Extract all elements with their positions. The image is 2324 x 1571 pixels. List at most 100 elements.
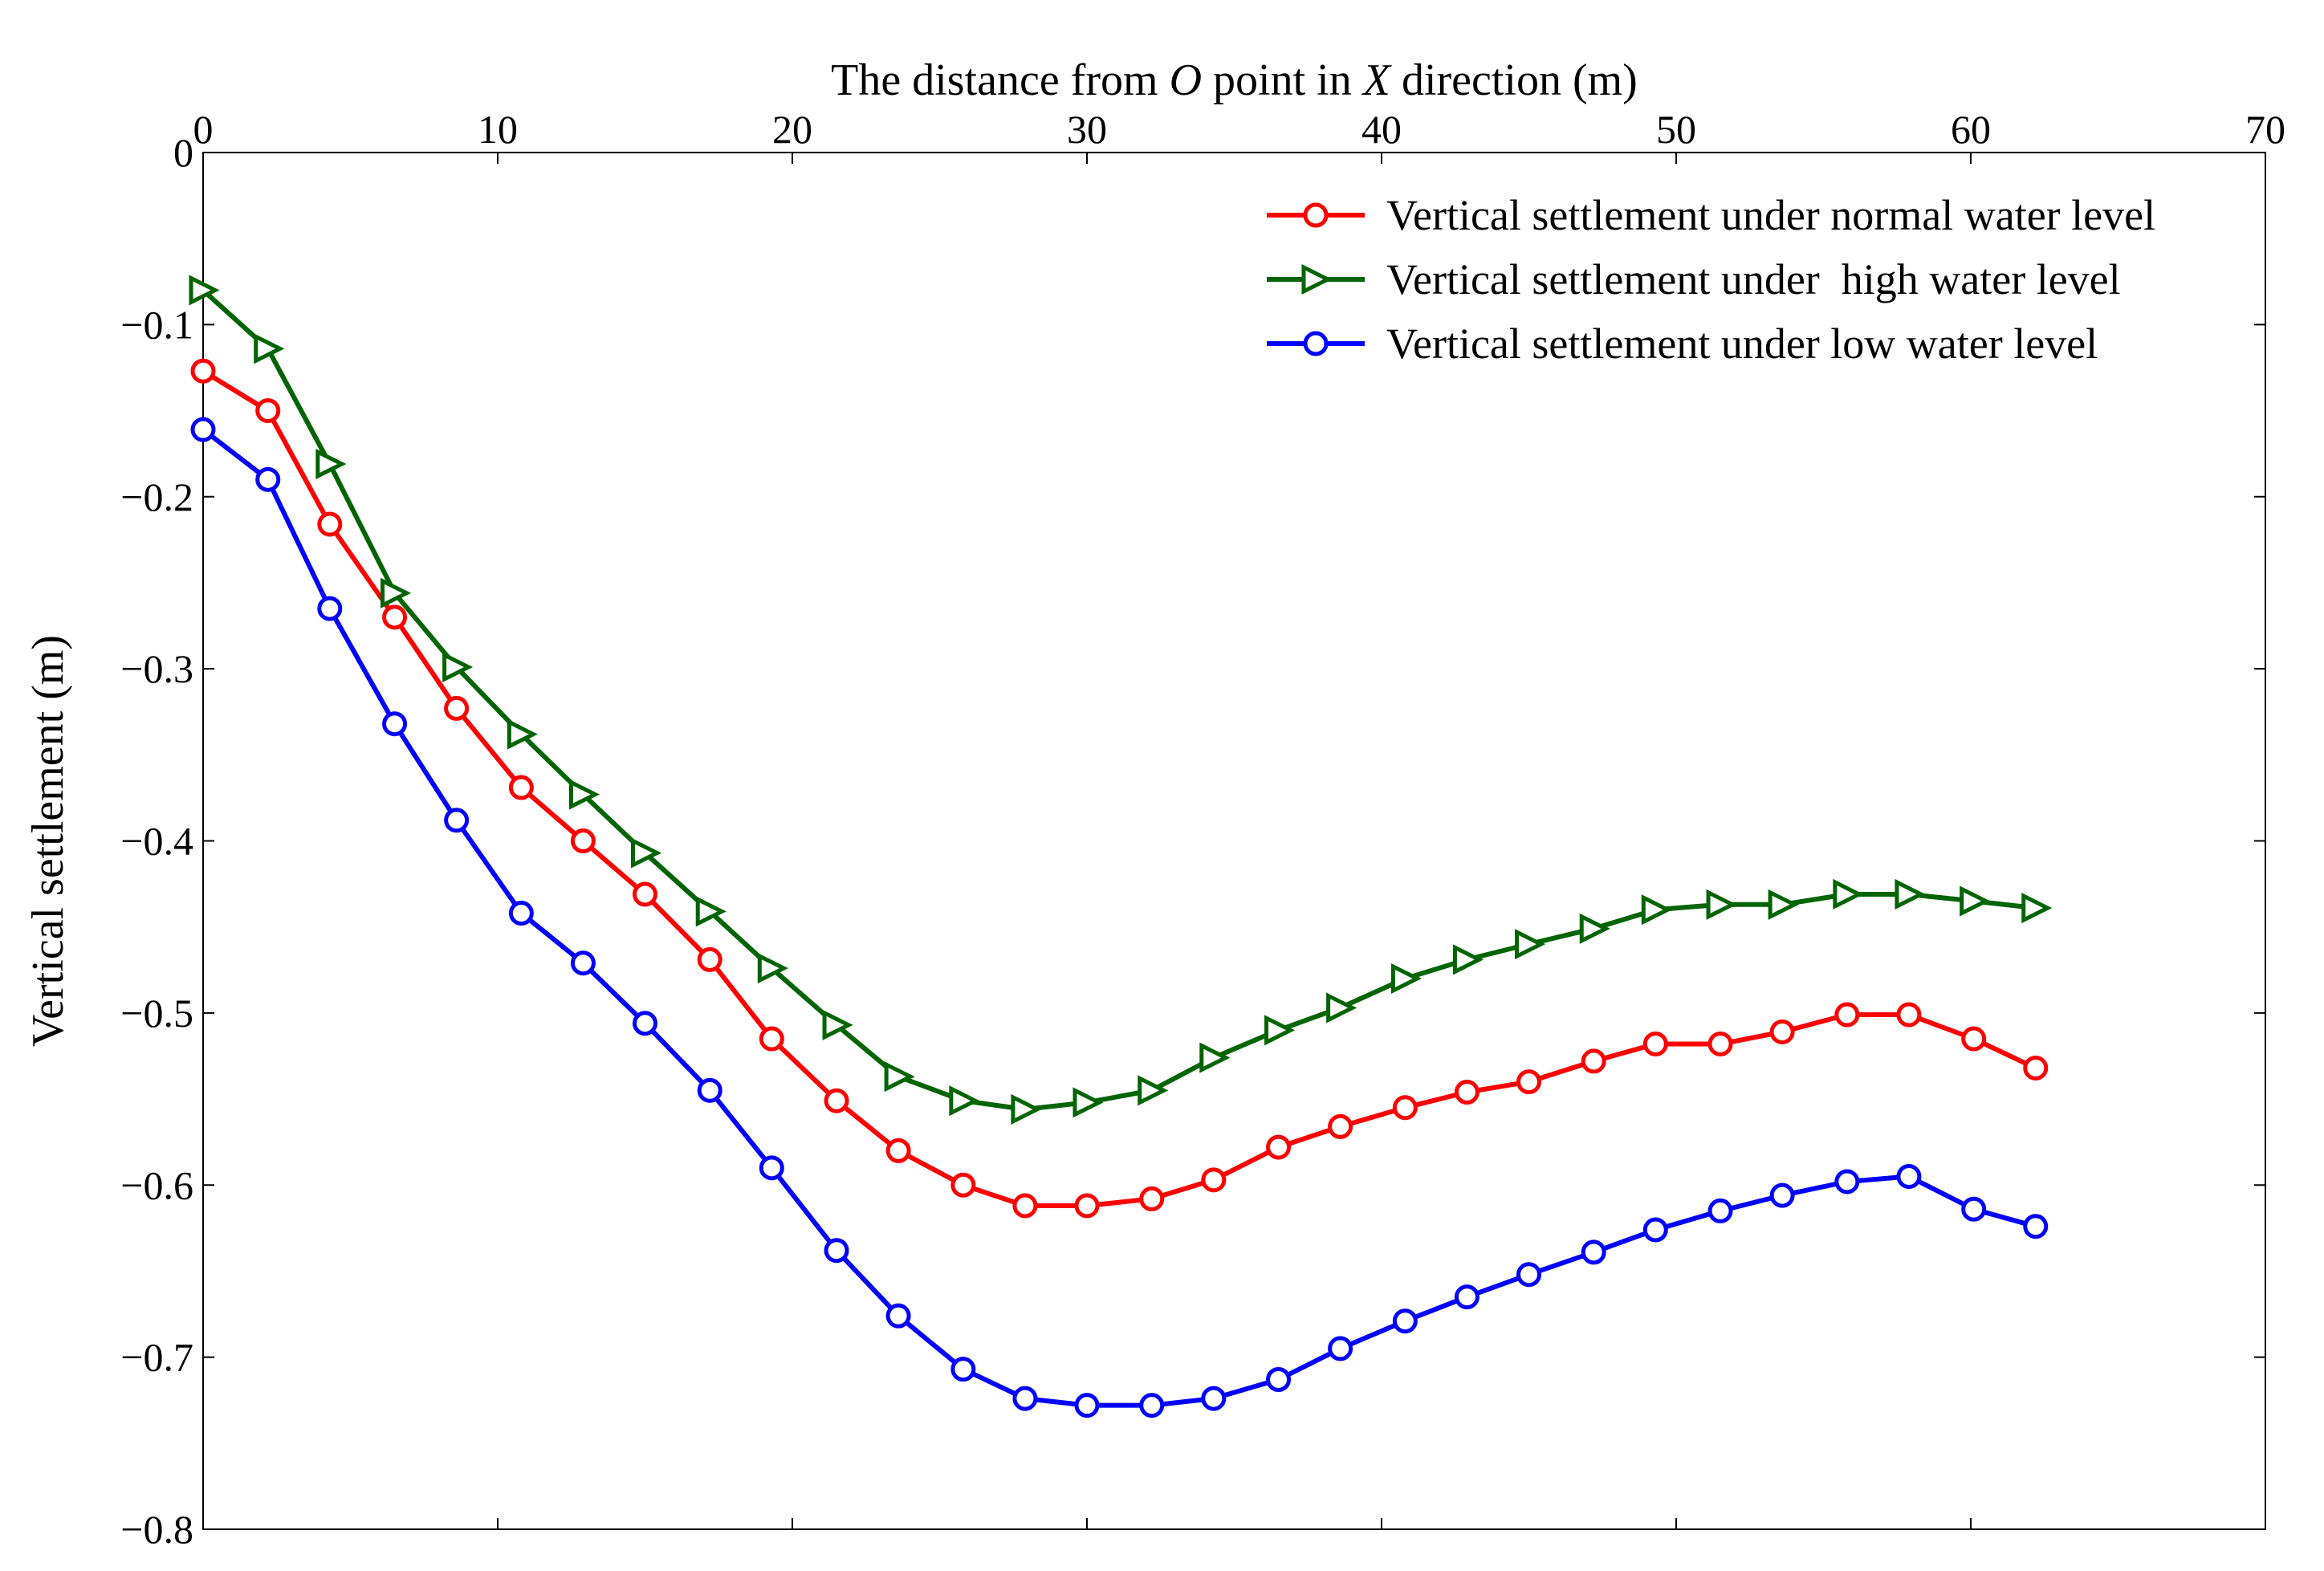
data-point: [1266, 1134, 1292, 1160]
data-point: [822, 1009, 853, 1040]
data-point: [1960, 885, 1991, 917]
data-point: [950, 1357, 976, 1382]
data-point: [381, 577, 412, 608]
data-point: [1012, 1386, 1038, 1411]
data-point: [1707, 1031, 1733, 1056]
data-point: [508, 775, 534, 800]
data-point: [885, 1303, 911, 1329]
data-point: [1642, 1031, 1668, 1056]
data-point: [1072, 1087, 1104, 1118]
data-point: [1641, 894, 1672, 926]
data-point: [633, 1011, 657, 1036]
data-point: [1452, 944, 1484, 975]
y-tick-label: −0.2: [120, 474, 193, 519]
data-point: [1581, 1239, 1606, 1265]
data-point: [1012, 1193, 1038, 1219]
data-point: [317, 596, 343, 621]
data-point: [315, 448, 347, 480]
series-group: [190, 358, 2049, 1219]
data-point: [1328, 1113, 1353, 1139]
y-tick-label: −0.6: [120, 1162, 193, 1207]
data-point: [1515, 929, 1546, 960]
data-point: [1834, 1169, 1860, 1195]
x-axis-title: The distance from O point in X direction…: [831, 55, 1638, 105]
series-group: [190, 417, 2049, 1418]
x-tick-label: 70: [2245, 107, 2285, 152]
data-point: [1201, 1386, 1227, 1411]
data-point: [1707, 1198, 1733, 1223]
plot-area: [202, 152, 2266, 1530]
x-axis-title-part: O: [1170, 55, 1202, 105]
data-point: [1326, 992, 1357, 1024]
data-point: [255, 466, 281, 492]
data-point: [1138, 1075, 1169, 1106]
data-point: [1961, 1196, 1987, 1222]
legend-marker: [1301, 263, 1333, 295]
legend-label: Vertical settlement under high water lev…: [1386, 255, 2121, 303]
data-point: [255, 398, 281, 424]
x-tick-label: 30: [1067, 107, 1107, 152]
data-point: [1392, 1095, 1418, 1121]
data-point: [317, 511, 343, 537]
data-point: [1706, 889, 1737, 920]
data-point: [1074, 1393, 1100, 1418]
data-point: [508, 901, 534, 926]
data-point: [2023, 1055, 2049, 1081]
series-group: [189, 275, 2053, 1125]
data-point: [757, 953, 788, 984]
y-tick-label: −0.3: [120, 646, 193, 691]
y-tick-label: −0.5: [120, 991, 193, 1036]
data-point: [824, 1088, 849, 1113]
data-point: [1769, 1182, 1795, 1208]
data-point: [697, 946, 722, 972]
x-tick-label: 10: [478, 107, 518, 152]
data-point: [1139, 1393, 1165, 1418]
data-point: [444, 808, 470, 833]
data-point: [190, 358, 216, 384]
legend-marker: [1303, 331, 1329, 356]
data-point: [631, 837, 662, 869]
data-point: [1516, 1262, 1541, 1288]
data-point: [382, 711, 408, 737]
data-point: [382, 604, 408, 630]
legend-label: Vertical settlement under normal water l…: [1386, 191, 2155, 239]
legend-item: Vertical settlement under normal water l…: [1267, 191, 2155, 239]
data-point: [950, 1172, 976, 1198]
legend-label: Vertical settlement under low water leve…: [1386, 319, 2098, 368]
data-point: [1516, 1069, 1541, 1095]
legend-item: Vertical settlement under high water lev…: [1267, 255, 2121, 303]
data-point: [1392, 1308, 1418, 1334]
y-tick-label: −0.8: [120, 1507, 193, 1552]
x-tick-label: 20: [772, 107, 812, 152]
y-tick-label: −0.1: [120, 302, 193, 347]
legend-item: Vertical settlement under low water leve…: [1267, 319, 2098, 368]
data-point: [442, 651, 474, 683]
x-tick-label: 50: [1656, 107, 1696, 152]
data-point: [2023, 1214, 2049, 1239]
x-axis-title-part: X: [1361, 55, 1393, 105]
x-axis-title-part: direction (m): [1390, 55, 1638, 105]
y-tick-label: 0: [173, 130, 193, 175]
data-point: [1768, 889, 1799, 920]
data-point: [695, 896, 727, 927]
y-tick-label: −0.7: [120, 1335, 193, 1380]
axis-tick-labels: 0 10 20 30 40 50 60 70 0 −0.1 −0.2 −0.3 −0.4 −0.5 −0.6…: [120, 107, 2285, 1552]
data-point: [1454, 1284, 1479, 1310]
data-point: [1139, 1186, 1165, 1211]
x-tick-label: 40: [1361, 107, 1402, 152]
series-layer: [189, 275, 2053, 1418]
legend-marker: [1303, 202, 1329, 228]
x-axis-title-part: The distance from: [831, 55, 1169, 105]
data-point: [1454, 1079, 1479, 1105]
data-point: [824, 1238, 849, 1264]
data-point: [254, 333, 285, 364]
data-point: [1896, 1164, 1922, 1190]
data-point: [759, 1155, 784, 1181]
data-point: [1328, 1336, 1353, 1361]
data-point: [570, 828, 596, 853]
axis-ticks: [202, 152, 2266, 1530]
x-tick-label: 60: [1951, 107, 1991, 152]
data-point: [1769, 1019, 1795, 1044]
